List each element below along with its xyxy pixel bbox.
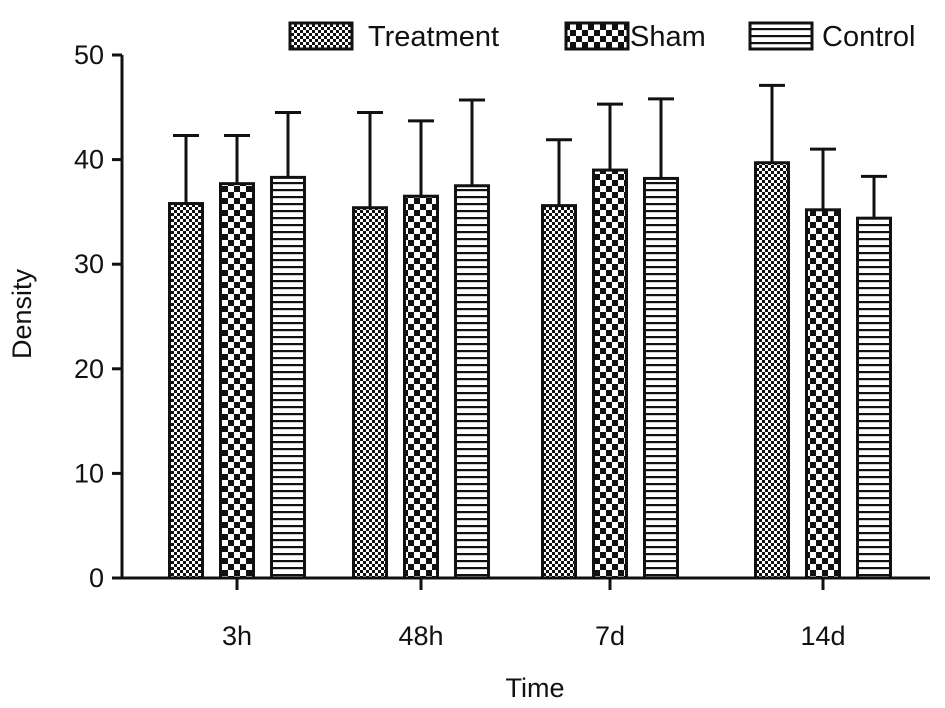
bar-sham-14d [805, 208, 841, 580]
bar-sham-3h [219, 182, 255, 580]
x-tick-label: 7d [595, 621, 625, 651]
y-tick-label: 10 [74, 458, 104, 488]
bar-control-7d [643, 176, 679, 580]
bar-control-3h [270, 175, 306, 580]
y-tick-label: 0 [89, 563, 104, 593]
bar-treatment-48h [352, 206, 388, 580]
x-tick-label: 3h [222, 621, 252, 651]
axes-layer: 0 10 20 30 40 50 3h 48h 7d 14d [74, 40, 930, 651]
legend-label-sham: Sham [630, 21, 706, 53]
legend-swatch-sham [564, 21, 630, 51]
legend: Treatment Sham Control [288, 21, 916, 53]
y-axis-title: Density [7, 268, 37, 359]
bar-control-14d [856, 216, 892, 580]
x-tick-label: 14d [800, 621, 845, 651]
bar-sham-48h [403, 194, 439, 580]
y-tick-label: 50 [74, 40, 104, 70]
bar-treatment-3h [168, 202, 204, 580]
legend-label-control: Control [822, 21, 916, 53]
legend-swatch-treatment [288, 21, 354, 51]
x-tick-label: 48h [398, 621, 443, 651]
legend-swatch-control [748, 21, 814, 51]
bar-control-48h [454, 184, 490, 580]
y-tick-label: 20 [74, 354, 104, 384]
error-bars-layer [173, 83, 887, 219]
bars-layer [168, 161, 892, 580]
legend-label-treatment: Treatment [368, 21, 499, 53]
y-tick-label: 30 [74, 249, 104, 279]
x-axis-title: Time [506, 673, 565, 703]
bar-treatment-14d [754, 161, 790, 580]
bar-treatment-7d [541, 204, 577, 580]
y-tick-label: 40 [74, 145, 104, 175]
bar-sham-7d [592, 168, 628, 580]
